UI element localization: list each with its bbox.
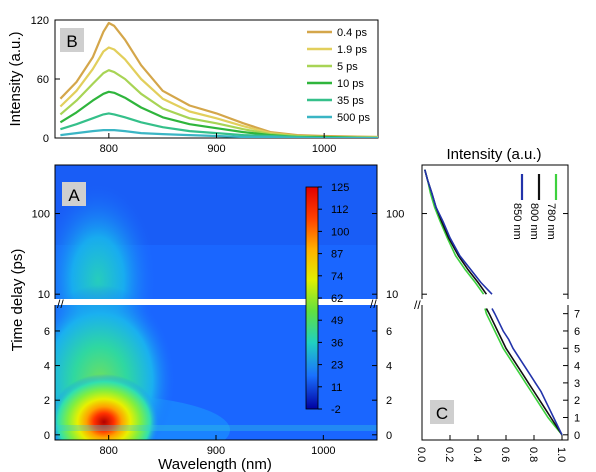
colorbar-tick-label: 36 <box>331 337 343 349</box>
panel-a-y-tick-label-right: 100 <box>386 209 404 221</box>
panel-c-x-tick-label: 1.0 <box>555 447 567 462</box>
colorbar-tick-label: 100 <box>331 226 349 238</box>
colorbar-tick-label: -2 <box>331 404 341 416</box>
panel-b-tag-box <box>60 28 84 52</box>
panel-b-x-tick-label: 800 <box>100 143 118 155</box>
panel-b-tag: B <box>66 32 77 51</box>
panel-a-y-tick-label: 0 <box>44 430 50 442</box>
panel-a-y-tick-label-right: 10 <box>386 289 398 301</box>
colorbar-tick-label: 62 <box>331 293 343 305</box>
colorbar-tick-label: 49 <box>331 315 343 327</box>
panel-a-y-tick-label-right: 6 <box>386 326 392 338</box>
legend-label: 0.4 ps <box>337 27 367 39</box>
panel-a-x-tick-label: 1000 <box>311 445 335 457</box>
panel-c-x-tick-label: 0.6 <box>499 447 511 462</box>
colorbar-tick-label: 125 <box>331 182 349 194</box>
panel-c-legend-label: 780 nm <box>545 203 557 240</box>
panel-a-y-tick-label-right: 2 <box>386 395 392 407</box>
colorbar <box>305 186 319 410</box>
colorbar-tick-label: 87 <box>331 249 343 261</box>
colorbar-tick-label: 74 <box>331 271 343 283</box>
axis-break-band <box>50 299 383 305</box>
panel-a-y-tick-label: 10 <box>38 289 50 301</box>
panel-a-y-tick-label-right: 4 <box>386 361 392 373</box>
legend-label: 500 ps <box>337 112 371 124</box>
colorbar-ticks: 125 112 100 87 74 62 49 36 23 11 -2 <box>318 182 349 416</box>
panel-b-series-line <box>60 129 378 138</box>
panel-a-y-axis-label: Time delay (ps) <box>9 249 26 352</box>
panel-a-y-tick-label: 4 <box>44 361 50 373</box>
panel-b-y-tick-label: 120 <box>31 15 49 27</box>
axis-break-mark-right: // <box>370 297 377 311</box>
panel-a-x-tick-label: 800 <box>99 445 117 457</box>
panel-c-axis-break-band <box>418 299 572 305</box>
panel-b-y-tick-label: 0 <box>43 133 49 145</box>
panel-b-legend: 0.4 ps 1.9 ps 5 ps 10 ps 35 ps 500 ps <box>307 27 371 124</box>
panel-c-y-tick-label: 3 <box>574 378 580 390</box>
panel-c-series-upper <box>424 169 493 295</box>
panel-c: // 0 1 2 3 4 5 6 7 0.0 0.2 0.4 0.6 0.8 1.0 Intensity… <box>414 146 580 462</box>
colorbar-tick-label: 112 <box>331 204 349 216</box>
panel-c-series-lower <box>485 308 563 436</box>
panel-c-legend-label: 800 nm <box>528 203 540 240</box>
panel-a-tag: A <box>68 186 80 205</box>
panel-c-y-tick-label: 2 <box>574 395 580 407</box>
panel-a-y-tick-label-right: 0 <box>386 430 392 442</box>
axis-break-mark-left: // <box>57 297 64 311</box>
legend-label: 35 ps <box>337 95 364 107</box>
panel-b-frame <box>54 19 379 139</box>
panel-c-break-mark-left: // <box>414 298 421 312</box>
panel-c-tag: C <box>436 404 448 423</box>
panel-c-y-tick-label: 6 <box>574 326 580 338</box>
colorbar-tick-label: 23 <box>331 360 343 372</box>
panel-c-series-upper <box>424 169 488 295</box>
panel-c-x-tick-label: 0.0 <box>415 447 427 462</box>
panel-b-y-tick-label: 60 <box>37 74 49 86</box>
panel-a-x-tick-label: 900 <box>207 445 225 457</box>
panel-c-series-lower <box>484 308 563 436</box>
panel-c-series-lower <box>491 308 563 436</box>
panel-c-x-tick-label: 0.4 <box>471 447 483 462</box>
panel-a-x-axis-label: Wavelength (nm) <box>158 456 272 472</box>
panel-c-y-tick-label: 4 <box>574 361 580 373</box>
panel-c-x-tick-label: 0.2 <box>443 447 455 462</box>
panel-b-x-tick-label: 900 <box>207 143 225 155</box>
panel-c-y-tick-label: 5 <box>574 343 580 355</box>
legend-label: 1.9 ps <box>337 44 367 56</box>
panel-a: // // 0 0 2 2 4 4 6 6 10 10 100 100 800 900 1000 Wav… <box>9 164 404 472</box>
panel-c-y-tick-label: 0 <box>574 430 580 442</box>
panel-b-x-tick-label: 1000 <box>312 143 336 155</box>
panel-c-y-tick-label: 1 <box>574 413 580 425</box>
panel-b: 0 60 120 800 900 1000 Intensity (a.u.) B 0.4… <box>7 15 379 155</box>
panel-c-legend-label: 850 nm <box>511 203 523 240</box>
panel-c-x-tick-label: 0.8 <box>527 447 539 462</box>
panel-c-x-axis-label: Intensity (a.u.) <box>446 146 541 163</box>
panel-a-y-tick-label: 6 <box>44 326 50 338</box>
legend-label: 5 ps <box>337 61 358 73</box>
panel-c-tag-box <box>430 400 454 424</box>
panel-a-y-tick-label: 2 <box>44 395 50 407</box>
panel-c-legend: 850 nm 800 nm 780 nm <box>511 174 558 240</box>
panel-a-y-tick-label: 100 <box>32 209 50 221</box>
panel-a-tag-box <box>62 182 86 206</box>
panel-c-y-tick-label: 7 <box>574 309 580 321</box>
legend-label: 10 ps <box>337 78 364 90</box>
colorbar-tick-label: 11 <box>331 382 342 394</box>
panel-b-y-axis-label: Intensity (a.u.) <box>7 31 24 126</box>
panel-a-heatmap <box>55 165 377 440</box>
